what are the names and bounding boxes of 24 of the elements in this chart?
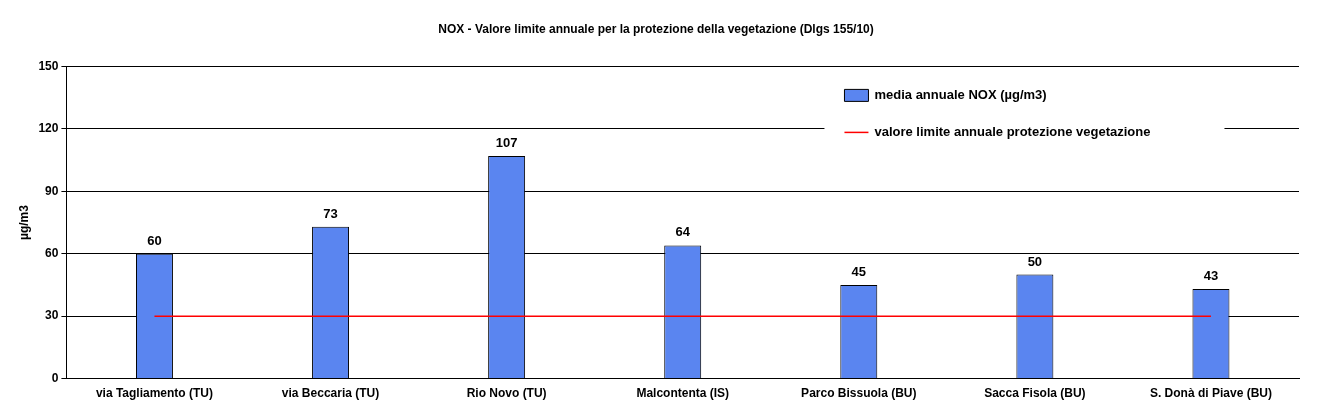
x-tick-label: Parco Bissuola (BU): [801, 386, 917, 401]
data-label: 73: [323, 205, 338, 221]
legend-label: valore limite annuale protezione vegetazione: [874, 123, 1151, 139]
x-tick-label: via Tagliamento (TU): [95, 386, 214, 401]
chart-title: NOX - Valore limite annuale per la protezione della vegetazione (Dlgs 155/10): [438, 21, 874, 36]
data-label: 60: [147, 232, 162, 248]
y-tick-label: 60: [45, 246, 59, 261]
x-tick-label: S. Donà di Piave (BU): [1149, 386, 1272, 401]
data-label: 64: [675, 224, 691, 240]
x-tick-label: Sacca Fisola (BU): [984, 386, 1086, 401]
data-label: 107: [495, 134, 518, 150]
y-tick-label: 0: [51, 370, 59, 385]
y-tick-label: 150: [38, 58, 59, 73]
x-tick-label: via Beccaria (TU): [281, 386, 380, 401]
data-label: 50: [1027, 253, 1043, 269]
x-tick-label: Malcontenta (IS): [636, 386, 730, 401]
legend-label: media annuale NOX (µg/m3): [874, 86, 1047, 102]
data-label: 45: [851, 264, 867, 280]
data-label: 43: [1203, 268, 1219, 284]
y-tick-label: 120: [38, 121, 59, 136]
y-tick-label: 30: [45, 308, 59, 323]
y-tick-label: 90: [45, 183, 59, 198]
y-axis-title: µg/m3: [16, 204, 31, 240]
x-tick-label: Rio Novo (TU): [466, 386, 547, 401]
